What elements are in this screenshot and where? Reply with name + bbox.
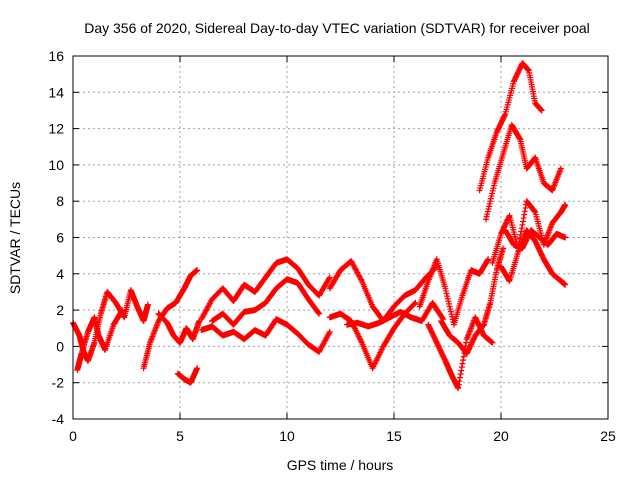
data-point-markers <box>174 365 201 386</box>
y-tick-label: 6 <box>56 230 64 246</box>
data-point-markers <box>326 258 440 324</box>
series-track-n <box>438 245 507 357</box>
data-point-markers <box>140 267 201 372</box>
series-track-p <box>483 121 564 223</box>
x-axis-label: GPS time / hours <box>287 457 394 473</box>
data-point-markers <box>483 121 564 223</box>
data-point-markers <box>498 227 569 288</box>
y-tick-label: 12 <box>48 121 64 137</box>
y-tick-label: 2 <box>56 302 64 318</box>
y-tick-label: 16 <box>48 48 64 64</box>
data-point-markers <box>74 307 126 373</box>
data-point-markers <box>476 60 545 194</box>
series-track-e <box>174 365 201 386</box>
data-point-markers <box>425 314 496 392</box>
series-track-k <box>343 299 447 330</box>
data-point-markers <box>438 245 507 357</box>
y-tick-label: 8 <box>56 193 64 209</box>
x-tick-label: 25 <box>600 428 616 444</box>
y-axis-label: SDTVAR / TECUs <box>7 182 23 294</box>
x-tick-label: 10 <box>279 428 295 444</box>
series-track-l <box>416 256 492 328</box>
chart-title: Day 356 of 2020, Sidereal Day-to-day VTE… <box>84 20 590 36</box>
series-track-f <box>198 256 333 323</box>
series-track-i <box>326 258 440 324</box>
x-tick-label: 20 <box>493 428 509 444</box>
series-track-o <box>476 60 545 194</box>
series-track-r <box>498 227 569 288</box>
y-tick-label: 4 <box>56 266 64 282</box>
data-point-markers <box>155 310 203 346</box>
data-point-markers <box>416 256 492 328</box>
y-tick-label: 14 <box>48 84 64 100</box>
data-point-markers <box>209 276 323 328</box>
y-tick-label: 0 <box>56 338 64 354</box>
data-point-markers <box>198 316 333 355</box>
y-tick-label: -4 <box>52 411 65 427</box>
series-track-g <box>209 276 323 328</box>
axis-layer: -4 -2 0 2 4 6 8 10 12 14 16 0 5 10 15 20 25 <box>48 48 616 444</box>
series-track-c <box>140 267 201 372</box>
x-tick-label: 5 <box>176 428 184 444</box>
x-tick-label: 15 <box>386 428 402 444</box>
series-track-d <box>155 310 203 346</box>
y-tick-label: -2 <box>52 375 65 391</box>
data-point-markers <box>198 256 333 323</box>
series-track-m <box>425 314 496 392</box>
series-track-h <box>198 316 333 355</box>
data-layer <box>70 60 569 392</box>
data-point-markers <box>502 227 569 252</box>
x-tick-label: 0 <box>69 428 77 444</box>
y-tick-label: 10 <box>48 157 64 173</box>
series-track-s <box>502 227 569 252</box>
series-track-b <box>74 307 126 373</box>
data-point-markers <box>343 299 447 330</box>
